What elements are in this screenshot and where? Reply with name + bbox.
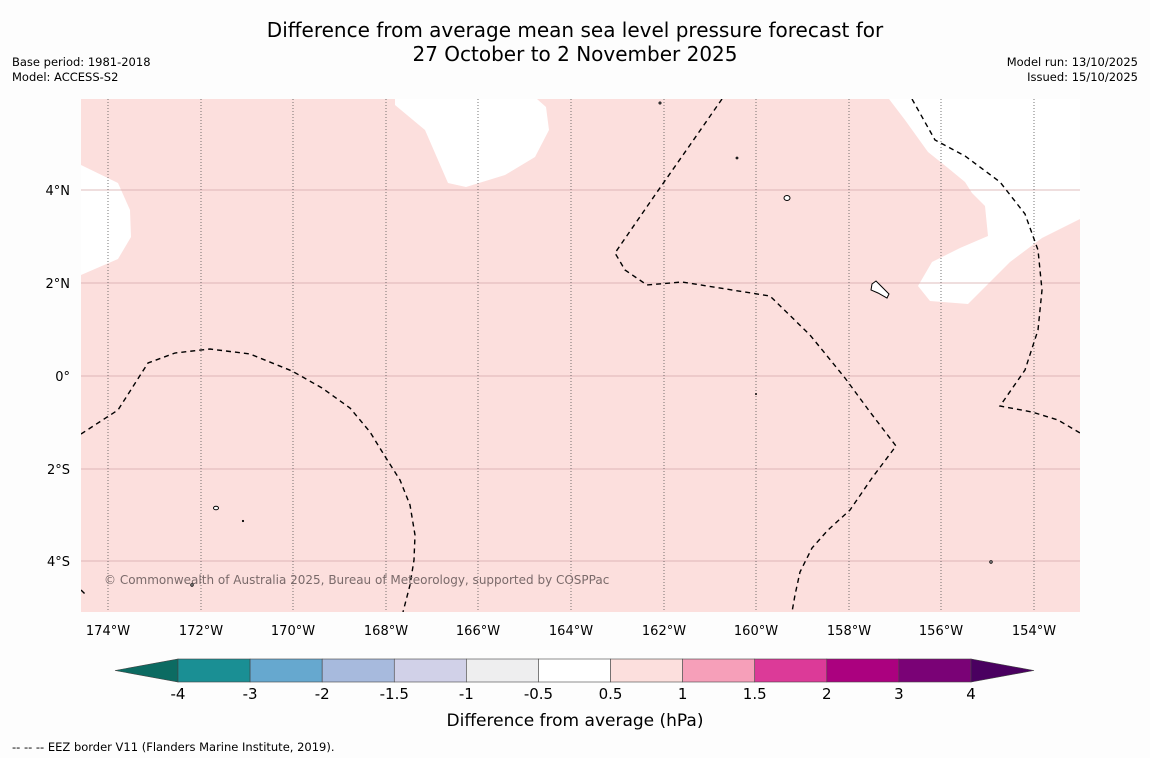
colorbar-cell bbox=[393, 658, 467, 683]
colorbar-cell bbox=[826, 658, 900, 683]
colorbar-cell bbox=[754, 658, 828, 683]
lon-label: 164°W bbox=[549, 624, 593, 639]
colorbar-tick-label: 2 bbox=[822, 685, 832, 703]
neutral-region-left bbox=[81, 165, 131, 275]
meta-left: Base period: 1981-2018 Model: ACCESS-S2 bbox=[12, 55, 151, 85]
colorbar-cell bbox=[898, 658, 972, 683]
lon-label: 168°W bbox=[364, 624, 408, 639]
colorbar-tick-label: -2 bbox=[315, 685, 330, 703]
lat-label: 0° bbox=[55, 370, 70, 385]
eez-borders bbox=[81, 99, 1080, 612]
eez-legend: -- -- -- EEZ border V11 (Flanders Marine… bbox=[12, 740, 335, 754]
colorbar-tick-label: 1.5 bbox=[743, 685, 767, 703]
graticule bbox=[81, 99, 1080, 612]
colorbar-cell bbox=[321, 658, 395, 683]
lon-label: 174°W bbox=[86, 624, 130, 639]
colorbar-over-arrow bbox=[970, 658, 1035, 683]
colorbar-cell bbox=[466, 658, 539, 683]
meta-right: Model run: 13/10/2025 Issued: 15/10/2025 bbox=[1007, 55, 1138, 85]
neutral-region-right bbox=[889, 99, 1080, 304]
colorbar-under-arrow bbox=[114, 658, 179, 683]
colorbar: -4 -3 -2 -1.5 -1 -0.5 0.5 1 1.5 2 3 4 Difference fr… bbox=[114, 658, 1035, 731]
colorbar-cell bbox=[538, 658, 611, 683]
islands bbox=[190, 101, 993, 587]
colorbar-cell bbox=[249, 658, 323, 683]
colorbar-tick-label: -3 bbox=[243, 685, 258, 703]
colorbar-cell bbox=[610, 658, 683, 683]
lon-label: 154°W bbox=[1012, 624, 1056, 639]
chart-title: Difference from average mean sea level p… bbox=[0, 18, 1150, 66]
colorbar-cell bbox=[177, 658, 251, 683]
eez-legend-symbol: -- -- -- bbox=[12, 740, 45, 754]
lat-label: 2°S bbox=[47, 463, 70, 478]
colorbar-tick-label: 3 bbox=[894, 685, 904, 703]
model-name: Model: ACCESS-S2 bbox=[12, 70, 119, 84]
eez-legend-text: EEZ border V11 (Flanders Marine Institut… bbox=[47, 740, 335, 754]
model-run: Model run: 13/10/2025 bbox=[1006, 55, 1138, 69]
colorbar-tick-label: -0.5 bbox=[524, 685, 553, 703]
lat-label: 4°S bbox=[47, 555, 70, 570]
title-line-1: Difference from average mean sea level p… bbox=[266, 18, 884, 42]
colorbar-tick-label: 1 bbox=[678, 685, 688, 703]
lon-label: 158°W bbox=[827, 624, 871, 639]
map-area bbox=[81, 99, 1080, 612]
colorbar-tick-label: 0.5 bbox=[599, 685, 623, 703]
lon-label: 170°W bbox=[271, 624, 315, 639]
colorbar-cell bbox=[682, 658, 756, 683]
lat-label: 2°N bbox=[46, 277, 71, 292]
lon-label: 160°W bbox=[734, 624, 778, 639]
lon-axis: 174°W 172°W 170°W 168°W 166°W 164°W 162°… bbox=[86, 624, 1056, 639]
base-period: Base period: 1981-2018 bbox=[12, 55, 151, 69]
lat-label: 4°N bbox=[46, 184, 71, 199]
neutral-region-top bbox=[395, 99, 549, 187]
lon-label: 172°W bbox=[179, 624, 223, 639]
issued-date: Issued: 15/10/2025 bbox=[1027, 70, 1138, 84]
colorbar-label: Difference from average (hPa) bbox=[447, 711, 704, 731]
colorbar-tick-label: -4 bbox=[171, 685, 186, 703]
copyright-notice: © Commonwealth of Australia 2025, Bureau… bbox=[104, 573, 609, 587]
colorbar-tick-label: 4 bbox=[966, 685, 976, 703]
colorbar-tick-label: -1.5 bbox=[380, 685, 409, 703]
lon-label: 162°W bbox=[642, 624, 686, 639]
lon-label: 156°W bbox=[919, 624, 963, 639]
title-line-2: 27 October to 2 November 2025 bbox=[412, 42, 738, 66]
lon-label: 166°W bbox=[456, 624, 500, 639]
colorbar-tick-label: -1 bbox=[459, 685, 474, 703]
lat-axis: 4°N 2°N 0° 2°S 4°S bbox=[46, 184, 71, 570]
